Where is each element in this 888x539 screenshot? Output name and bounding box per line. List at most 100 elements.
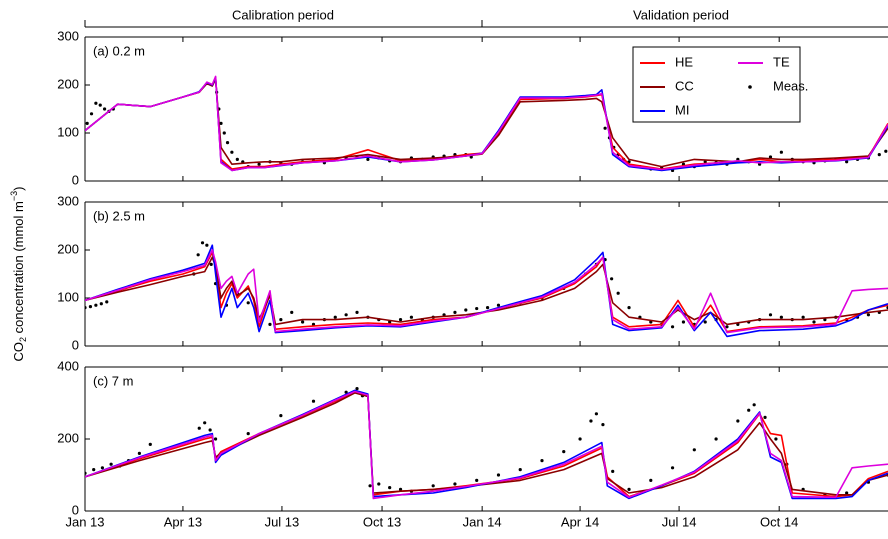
meas-point <box>603 126 607 130</box>
meas-point <box>148 442 152 446</box>
meas-point <box>768 155 773 159</box>
y-tick-label: 200 <box>57 241 79 256</box>
panel: 0 100 200 300 (a) 0.2 m HE CC MI TE Meas. <box>57 28 888 187</box>
x-tick-label: Oct 13 <box>363 514 401 529</box>
meas-point <box>877 153 881 157</box>
legend-label: MI <box>675 102 689 117</box>
y-label-unit: concentration (mmol m <box>11 201 26 337</box>
meas-point <box>768 313 773 317</box>
meas-point <box>99 302 103 306</box>
meas-point <box>257 162 261 166</box>
meas-point <box>681 320 686 324</box>
meas-point <box>725 325 729 329</box>
meas-point <box>752 403 756 407</box>
meas-point <box>344 390 348 394</box>
meas-point <box>344 313 348 317</box>
meas-point <box>377 482 381 486</box>
x-tick-label: Apr 13 <box>164 514 202 529</box>
meas-point <box>518 468 522 472</box>
meas-point <box>290 310 294 314</box>
legend-box <box>632 46 801 123</box>
meas-point <box>92 468 96 472</box>
meas-point <box>235 157 239 161</box>
y-label-text: CO <box>11 342 26 362</box>
meas-point <box>610 277 614 281</box>
meas-point <box>866 313 871 317</box>
meas-point <box>94 101 98 105</box>
meas-point <box>703 320 707 324</box>
x-tick-label: Apr 14 <box>561 514 599 529</box>
panel-title: (a) 0.2 m <box>93 43 145 58</box>
meas-point <box>225 141 230 145</box>
meas-point <box>485 306 490 310</box>
legend-label: Meas. <box>773 78 808 93</box>
meas-point <box>230 150 234 154</box>
meas-point <box>398 318 403 322</box>
meas-point <box>109 462 113 466</box>
meas-point <box>736 419 740 423</box>
meas-point <box>398 487 403 491</box>
meas-point <box>137 451 142 455</box>
meas-point <box>431 484 435 488</box>
meas-point <box>670 466 675 470</box>
y-label-sup: −3 <box>9 191 19 201</box>
meas-point <box>475 306 479 311</box>
y-label-sub: 2 <box>18 337 28 342</box>
meas-point <box>355 310 359 314</box>
meas-point <box>203 421 207 425</box>
meas-point <box>601 423 605 427</box>
meas-point <box>209 262 213 266</box>
meas-point <box>246 432 250 436</box>
meas-point <box>196 253 200 257</box>
meas-point <box>779 315 783 319</box>
meas-point <box>594 412 598 416</box>
y-tick-label: 100 <box>57 124 79 139</box>
y-tick-label: 100 <box>57 289 79 304</box>
meas-point <box>98 103 102 107</box>
meas-point <box>714 437 718 441</box>
meas-point <box>703 160 707 164</box>
meas-point <box>409 315 414 319</box>
meas-point <box>763 415 767 419</box>
meas-point <box>219 121 223 125</box>
meas-point <box>812 320 816 324</box>
y-tick-label: 0 <box>72 337 79 352</box>
legend-label: HE <box>675 54 693 69</box>
y-label-end: ) <box>11 187 26 191</box>
meas-point <box>205 243 209 247</box>
meas-point <box>102 107 107 111</box>
panel-title: (b) 2.5 m <box>93 208 145 223</box>
meas-point <box>747 408 751 412</box>
meas-point <box>453 310 457 314</box>
x-tick-label: Jan 14 <box>463 514 502 529</box>
series-line <box>85 249 888 334</box>
meas-point <box>496 303 501 307</box>
meas-point <box>540 459 544 463</box>
plot-area <box>85 241 888 338</box>
period-label: Calibration period <box>232 7 334 22</box>
meas-point <box>333 315 337 319</box>
meas-point <box>884 149 888 153</box>
meas-point <box>774 437 778 441</box>
plot-area <box>85 75 888 173</box>
meas-point <box>301 320 305 324</box>
meas-point <box>845 160 849 164</box>
meas-point <box>627 306 631 310</box>
plot-area <box>85 387 888 500</box>
meas-point <box>94 303 98 307</box>
meas-point <box>616 291 620 295</box>
panel-title: (c) 7 m <box>93 373 133 388</box>
panel: 0 200 400 Jan 13 Apr 13 Jul 13 Oct 13 Jan 14 Apr… <box>57 358 888 529</box>
series-line <box>85 390 888 500</box>
meas-point <box>89 112 94 116</box>
meas-point <box>85 471 87 475</box>
meas-point <box>268 322 272 326</box>
meas-point <box>649 478 653 482</box>
meas-point <box>208 428 212 432</box>
meas-point <box>355 387 359 391</box>
meas-point <box>368 484 372 488</box>
meas-point <box>279 318 283 322</box>
meas-point <box>475 478 479 482</box>
meas-point <box>222 131 226 135</box>
y-tick-label: 200 <box>57 430 79 445</box>
